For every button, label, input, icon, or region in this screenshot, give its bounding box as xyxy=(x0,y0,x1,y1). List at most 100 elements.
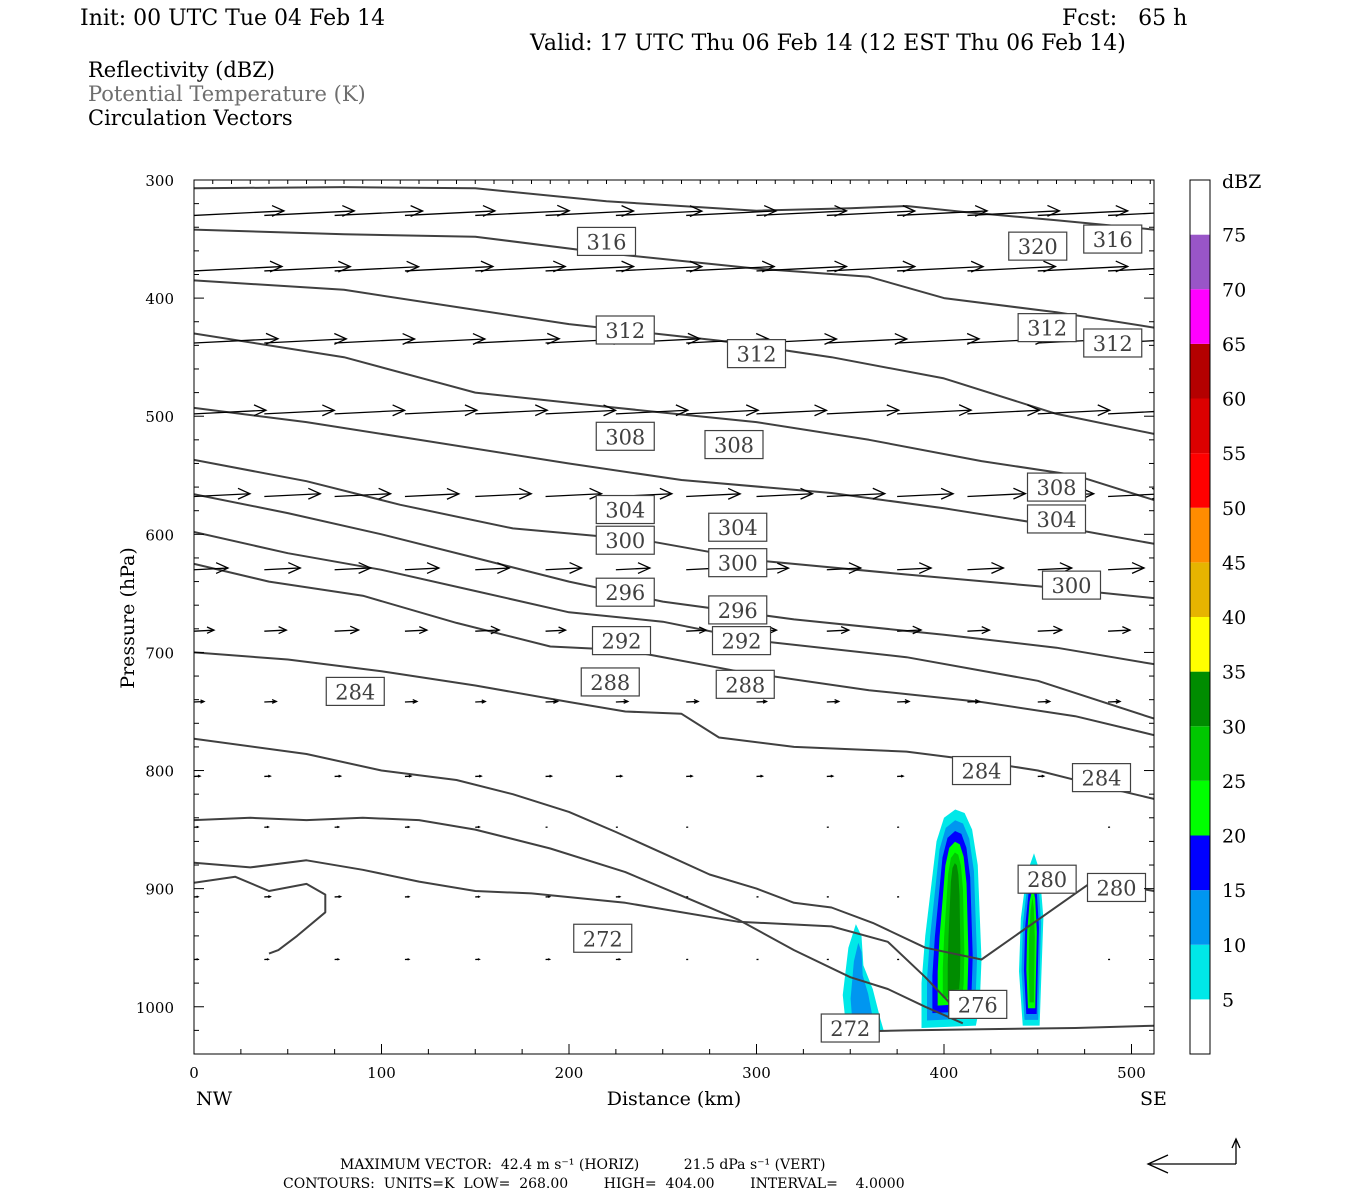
vector-head xyxy=(1166,405,1178,416)
vector-head xyxy=(777,562,791,574)
vector-head xyxy=(407,825,411,829)
colorbar-level-label: 20 xyxy=(1222,826,1246,848)
contour-label-292: 292 xyxy=(721,630,761,654)
vector-head xyxy=(196,825,200,829)
contour-label-280: 280 xyxy=(1096,876,1136,900)
contour-label-300: 300 xyxy=(1051,574,1091,598)
theta-contour-288 xyxy=(194,562,1154,737)
contour-label-box xyxy=(580,667,640,697)
vector-head xyxy=(338,774,343,778)
y-axis-label: Pressure (hPa) xyxy=(117,547,139,689)
vector-head xyxy=(477,825,481,829)
vector-head xyxy=(407,958,411,961)
circulation-vector xyxy=(1037,567,1072,571)
vector-head xyxy=(848,562,863,575)
colorbar-level-label: 30 xyxy=(1222,716,1246,738)
y-tick-label: 500 xyxy=(145,408,174,426)
circulation-vector xyxy=(334,567,371,571)
vector-head xyxy=(800,487,815,500)
theta-contour-284 xyxy=(194,651,1154,800)
contour-label-316: 316 xyxy=(586,230,626,254)
contour-label-308: 308 xyxy=(714,434,754,458)
colorbar-segment xyxy=(1190,726,1210,781)
circulation-vector xyxy=(404,409,477,415)
colorbar-segment xyxy=(1190,289,1210,344)
vector-head xyxy=(547,958,552,961)
circulation-vector xyxy=(475,210,570,217)
contour-label-308: 308 xyxy=(605,425,645,449)
x-end-label-left: NW xyxy=(196,1088,233,1110)
vector-head xyxy=(392,404,407,417)
colorbar-level-label: 70 xyxy=(1222,279,1246,301)
vector-head xyxy=(1027,404,1042,417)
circulation-vector xyxy=(264,700,277,703)
valid-time: Valid: 17 UTC Thu 06 Feb 14 (12 EST Thu … xyxy=(530,31,1126,56)
vector-head xyxy=(618,958,622,961)
theta-contour-276 xyxy=(194,816,964,1025)
circulation-vector xyxy=(967,629,990,632)
vector-head xyxy=(940,487,955,500)
vector-head xyxy=(407,895,411,898)
contour-label-288: 288 xyxy=(590,671,630,695)
x-tick-label: 200 xyxy=(555,1064,584,1082)
vector-head xyxy=(762,699,769,704)
vector-head xyxy=(464,404,479,417)
vector-head xyxy=(490,625,501,635)
circulation-vector xyxy=(475,493,532,498)
circulation-vector xyxy=(194,265,283,272)
vector-head xyxy=(322,404,336,417)
circulation-vector xyxy=(404,338,485,344)
contour-label-box xyxy=(595,525,655,555)
circulation-vector xyxy=(615,567,650,571)
colorbar-segment xyxy=(1190,944,1210,1000)
circulation-vector xyxy=(1037,700,1050,703)
theta-contour-layer xyxy=(194,186,1154,1033)
vector-head xyxy=(412,698,419,704)
circulation-vector xyxy=(264,493,321,498)
circulation-vector xyxy=(1108,567,1145,571)
vector-head xyxy=(553,698,560,704)
vector-head xyxy=(547,895,552,898)
colorbar-level-label: 60 xyxy=(1222,389,1246,411)
contour-label-box xyxy=(820,1013,880,1043)
vector-head xyxy=(1122,626,1132,635)
contour-label-layer: 320 316 316 312 312 312 312 308 308 308 304 304 304 3… xyxy=(325,224,1147,1043)
vector-head xyxy=(689,774,694,778)
vector-head xyxy=(477,958,481,961)
contour-label-320: 320 xyxy=(1018,235,1058,259)
circulation-vector xyxy=(826,210,915,217)
circulation-vector xyxy=(756,265,847,272)
colorbar-frame xyxy=(1189,179,1211,1055)
theta-contour-280 xyxy=(194,737,1154,961)
reflectivity-30-dbz xyxy=(947,863,961,991)
vector-head xyxy=(830,774,835,778)
vector-head xyxy=(659,487,674,500)
vector-head xyxy=(408,774,413,778)
circulation-vector xyxy=(826,629,849,632)
circulation-vector xyxy=(826,265,915,272)
vector-head xyxy=(446,487,461,500)
x-tick-label: 0 xyxy=(189,1064,199,1082)
colorbar-segment xyxy=(1190,180,1210,235)
colorbar: 5 10 15 20 25 30 35 40 45 50 55 60 65 70 75 xyxy=(1189,179,1246,1055)
theta-contour-308 xyxy=(194,332,1154,502)
circulation-vector xyxy=(686,409,759,415)
circulation-vector xyxy=(686,493,741,498)
colorbar-segment xyxy=(1190,562,1210,617)
circulation-vector xyxy=(1108,410,1154,415)
vector-head xyxy=(637,562,652,575)
contour-label-box xyxy=(715,669,775,699)
colorbar-segment xyxy=(1190,999,1210,1054)
y-tick-label: 1000 xyxy=(136,999,174,1017)
circulation-vector xyxy=(334,266,419,272)
circulation-vector xyxy=(897,265,984,272)
colorbar-segment xyxy=(1190,234,1210,290)
vector-head xyxy=(840,626,851,635)
colorbar-level-label: 15 xyxy=(1222,880,1246,902)
circulation-vector xyxy=(1037,210,1128,217)
theta-contour-304 xyxy=(194,406,1154,545)
vector-head xyxy=(1115,698,1122,704)
circulation-vector xyxy=(615,700,628,703)
contour-label-box xyxy=(1026,504,1087,534)
circulation-vector xyxy=(334,210,423,217)
